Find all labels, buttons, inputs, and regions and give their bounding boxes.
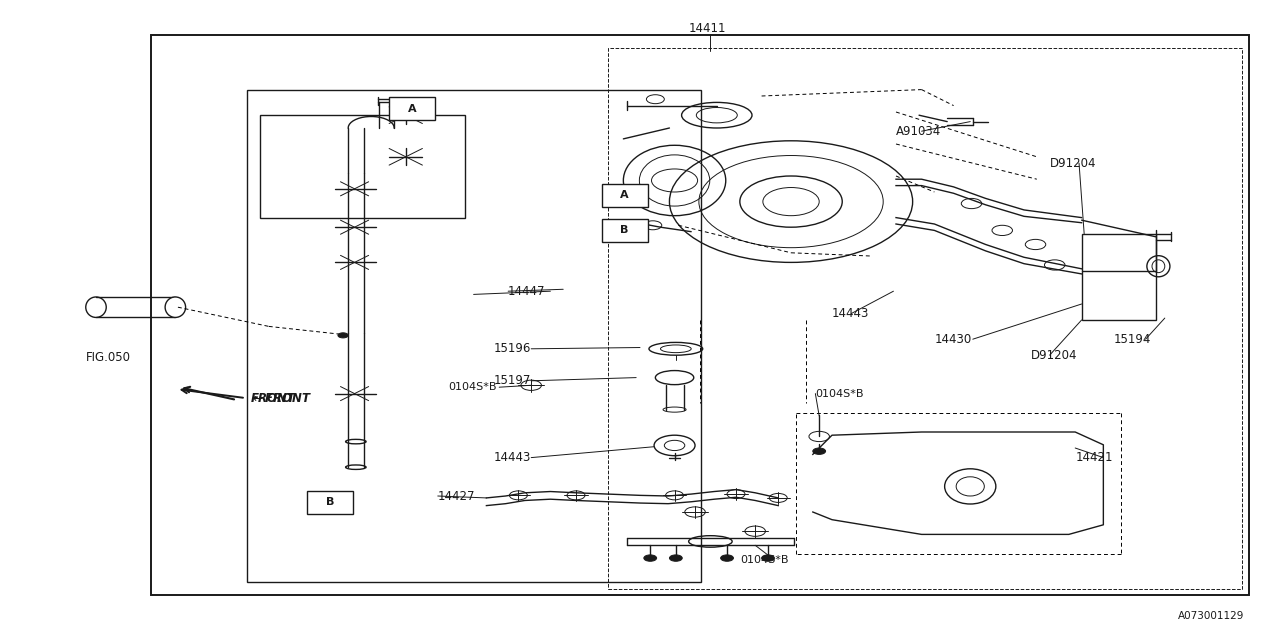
Bar (247, 90, 701, 582)
Circle shape (813, 448, 826, 454)
Text: FRONT: FRONT (251, 392, 296, 404)
Text: A: A (621, 190, 628, 200)
Text: 14427: 14427 (438, 490, 475, 502)
Circle shape (644, 555, 657, 561)
Circle shape (721, 555, 733, 561)
Text: 14443: 14443 (832, 307, 869, 320)
Text: 15194: 15194 (1114, 333, 1151, 346)
Text: 14411: 14411 (689, 22, 726, 35)
Text: B: B (621, 225, 628, 236)
Text: 0104S*B: 0104S*B (815, 388, 864, 399)
Text: 15196: 15196 (494, 342, 531, 355)
Bar (602, 219, 648, 242)
Bar (389, 97, 435, 120)
Text: A91034: A91034 (896, 125, 941, 138)
Text: 15197: 15197 (494, 374, 531, 387)
Text: 14447: 14447 (508, 285, 545, 298)
Bar (307, 491, 353, 514)
Circle shape (762, 555, 774, 561)
Text: 14443: 14443 (494, 451, 531, 464)
Bar (602, 184, 648, 207)
Text: A073001129: A073001129 (1178, 611, 1244, 621)
Text: FIG.050: FIG.050 (86, 351, 131, 364)
Text: A: A (408, 104, 416, 114)
Bar (608, 48, 1242, 589)
Text: D91204: D91204 (1030, 349, 1076, 362)
Text: D91204: D91204 (1050, 157, 1096, 170)
Text: 14421: 14421 (1075, 451, 1112, 464)
Text: $\leftarrow$FRONT: $\leftarrow$FRONT (250, 392, 312, 404)
Bar (260, 115, 465, 218)
Bar (151, 35, 1249, 595)
Bar (1082, 234, 1156, 320)
Text: 0104S*B: 0104S*B (448, 382, 497, 392)
Text: B: B (326, 497, 334, 508)
Text: 0104S*B: 0104S*B (740, 555, 788, 565)
Circle shape (669, 555, 682, 561)
Circle shape (338, 333, 348, 338)
Ellipse shape (165, 297, 186, 317)
Text: 14430: 14430 (934, 333, 972, 346)
